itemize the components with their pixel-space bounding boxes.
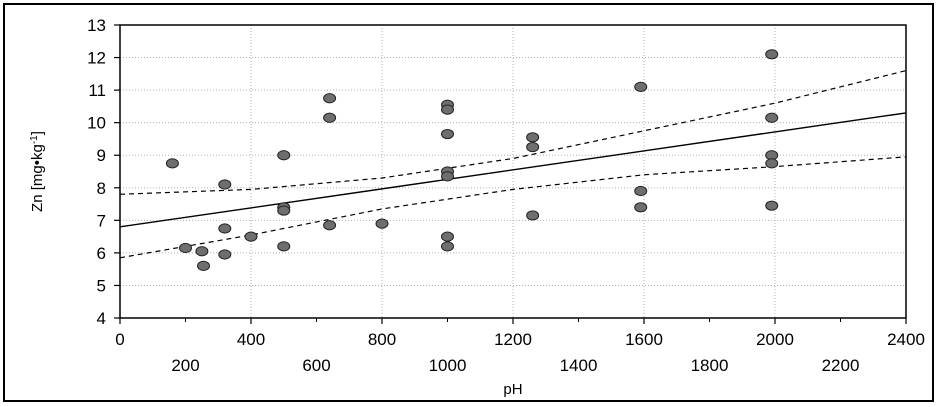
data-point <box>218 223 232 234</box>
x-tick-label-minor: 1400 <box>560 356 598 375</box>
confidence-lower-line <box>119 156 907 259</box>
x-tick-label: 1600 <box>625 330 663 349</box>
y-tick-label: 12 <box>87 49 106 68</box>
data-point <box>526 210 540 221</box>
x-tick-label: 400 <box>237 330 265 349</box>
data-point <box>765 49 779 60</box>
data-point <box>441 171 454 182</box>
y-axis-title: Zn [mg•kg-1] <box>29 131 47 212</box>
y-tick-label: 8 <box>97 179 106 198</box>
data-point <box>244 231 258 242</box>
grid <box>120 25 906 318</box>
y-axis-title-main: Zn [mg•kg <box>29 144 46 212</box>
data-point <box>323 93 337 104</box>
data-point <box>277 150 291 161</box>
y-tick-label: 10 <box>87 114 106 133</box>
y-axis-ticks: 4 5 6 7 8 9 10 11 12 13 <box>87 16 120 328</box>
regression-line-layer <box>119 112 907 228</box>
data-point <box>765 112 779 123</box>
x-axis-title: pH <box>503 381 522 398</box>
data-point <box>441 231 454 242</box>
data-point <box>441 241 454 252</box>
data-point <box>765 158 779 169</box>
y-tick-label: 7 <box>97 211 106 230</box>
data-point <box>277 241 291 252</box>
x-tick-label-minor: 200 <box>171 356 199 375</box>
data-point <box>195 246 209 257</box>
x-tick-label: 2000 <box>756 330 794 349</box>
data-point <box>634 81 648 92</box>
data-point <box>277 205 291 216</box>
data-point <box>218 249 232 260</box>
data-point <box>526 132 540 143</box>
data-points <box>165 49 779 272</box>
y-axis-title-sup: -1 <box>29 135 40 144</box>
x-tick-label: 800 <box>368 330 396 349</box>
chart-frame <box>3 3 934 402</box>
data-point <box>323 112 337 123</box>
y-tick-label: 6 <box>97 244 106 263</box>
y-tick-label: 4 <box>97 309 106 328</box>
y-tick-label: 5 <box>97 276 106 295</box>
y-tick-label: 13 <box>87 16 106 35</box>
data-point <box>441 104 454 115</box>
x-tick-label: 1200 <box>494 330 532 349</box>
x-tick-label-minor: 1000 <box>429 356 467 375</box>
data-point <box>634 202 648 213</box>
data-point <box>165 158 179 169</box>
data-point <box>197 260 211 272</box>
x-tick-label-minor: 2200 <box>822 356 860 375</box>
x-tick-label-minor: 600 <box>302 356 330 375</box>
x-tick-label-minor: 1800 <box>691 356 729 375</box>
x-tick-label: 0 <box>115 330 124 349</box>
data-point <box>375 218 389 229</box>
data-point <box>179 242 192 254</box>
data-point <box>323 220 337 231</box>
data-point <box>526 141 540 153</box>
data-point <box>765 200 779 211</box>
data-point <box>218 179 232 190</box>
x-tick-label: 2400 <box>887 330 925 349</box>
y-tick-label: 9 <box>97 146 106 165</box>
data-point <box>441 128 454 140</box>
regression-line <box>119 112 907 228</box>
y-tick-label: 11 <box>88 81 106 100</box>
x-axis-ticks: 0 400 800 1200 1600 2000 2400 200 600 1000 1400 180… <box>115 318 925 375</box>
y-axis-title-close: ] <box>29 131 46 135</box>
data-point <box>634 185 648 197</box>
confidence-bands <box>119 69 907 259</box>
